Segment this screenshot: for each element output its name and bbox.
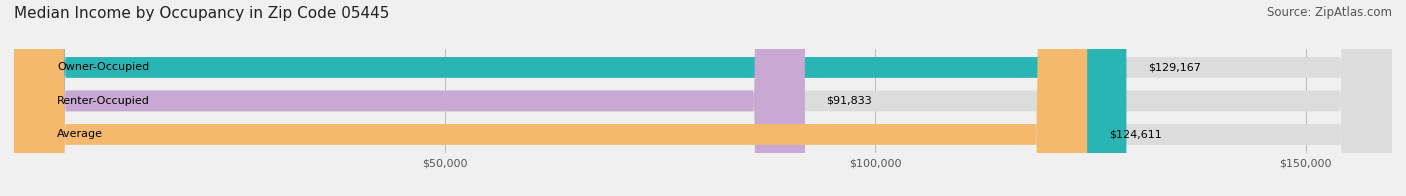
FancyBboxPatch shape xyxy=(14,0,1392,196)
Text: Median Income by Occupancy in Zip Code 05445: Median Income by Occupancy in Zip Code 0… xyxy=(14,6,389,21)
Text: Average: Average xyxy=(58,129,103,139)
FancyBboxPatch shape xyxy=(14,0,1126,196)
FancyBboxPatch shape xyxy=(14,0,1392,196)
Text: Source: ZipAtlas.com: Source: ZipAtlas.com xyxy=(1267,6,1392,19)
Text: Owner-Occupied: Owner-Occupied xyxy=(58,63,149,73)
Text: Renter-Occupied: Renter-Occupied xyxy=(58,96,150,106)
FancyBboxPatch shape xyxy=(14,0,1392,196)
Text: $124,611: $124,611 xyxy=(1109,129,1161,139)
Text: $91,833: $91,833 xyxy=(827,96,872,106)
Text: $129,167: $129,167 xyxy=(1147,63,1201,73)
FancyBboxPatch shape xyxy=(14,0,1087,196)
FancyBboxPatch shape xyxy=(14,0,804,196)
